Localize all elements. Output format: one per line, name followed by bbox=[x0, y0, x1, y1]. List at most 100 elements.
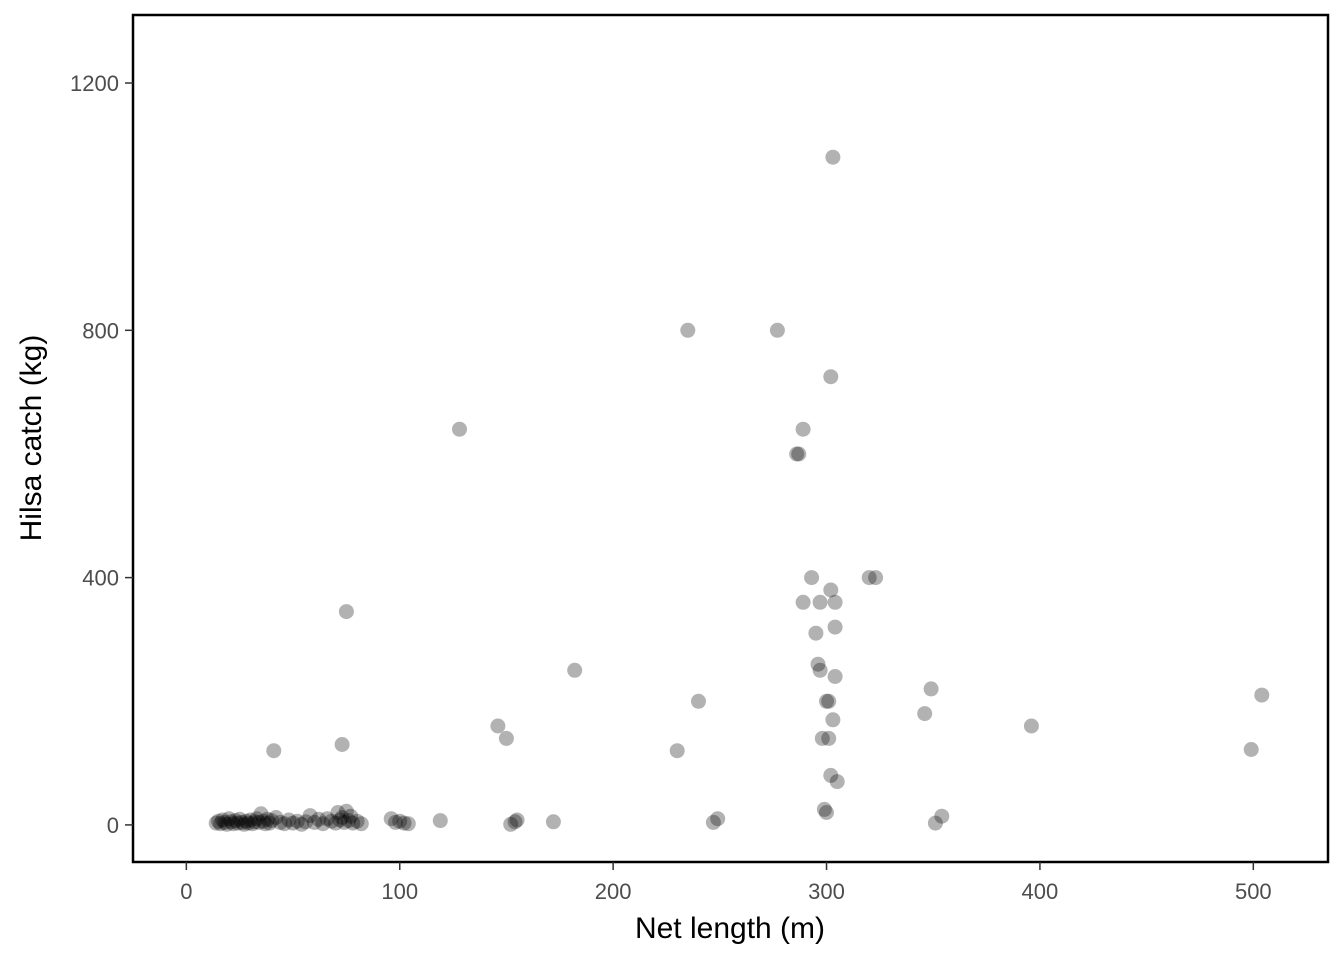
data-point bbox=[264, 813, 280, 829]
data-point bbox=[868, 570, 884, 586]
data-point bbox=[223, 814, 239, 830]
data-point bbox=[691, 693, 706, 709]
data-point bbox=[388, 814, 403, 830]
data-point bbox=[213, 816, 228, 832]
data-point bbox=[302, 808, 318, 824]
data-point bbox=[345, 815, 361, 831]
data-point bbox=[769, 322, 785, 338]
data-point bbox=[705, 814, 721, 830]
data-point bbox=[795, 421, 811, 437]
data-point bbox=[257, 816, 273, 832]
data-point bbox=[1254, 687, 1270, 703]
x-tick-label: 200 bbox=[595, 879, 632, 904]
data-point bbox=[311, 811, 327, 827]
data-point bbox=[232, 811, 248, 827]
data-point bbox=[808, 625, 824, 641]
data-point bbox=[452, 421, 467, 437]
data-point bbox=[829, 774, 845, 790]
data-point bbox=[710, 811, 726, 827]
y-axis-title: Hilsa catch (kg) bbox=[15, 335, 48, 542]
x-axis-title: Net length (m) bbox=[635, 912, 825, 945]
data-point bbox=[680, 322, 696, 338]
data-point bbox=[306, 814, 322, 830]
data-point bbox=[259, 811, 275, 827]
data-point bbox=[251, 814, 267, 830]
data-point bbox=[810, 656, 826, 672]
data-point bbox=[823, 582, 839, 598]
data-point bbox=[253, 806, 269, 822]
data-point bbox=[1023, 718, 1039, 734]
plot-panel-background bbox=[133, 15, 1328, 862]
data-point bbox=[255, 813, 271, 829]
data-point bbox=[819, 805, 834, 820]
x-axis: 0 100 200 300 400 500 bbox=[180, 862, 1272, 904]
data-point bbox=[281, 812, 297, 828]
data-point bbox=[227, 813, 243, 829]
data-point bbox=[338, 604, 354, 620]
data-point bbox=[324, 813, 339, 829]
data-point bbox=[336, 814, 352, 830]
data-point bbox=[821, 730, 837, 746]
data-point bbox=[503, 816, 519, 832]
data-point bbox=[490, 718, 506, 734]
y-tick-label: 400 bbox=[82, 566, 119, 591]
data-point bbox=[268, 810, 284, 825]
data-point bbox=[823, 767, 839, 783]
data-point bbox=[432, 813, 448, 829]
data-point bbox=[332, 812, 348, 828]
data-point bbox=[328, 815, 344, 831]
data-point bbox=[277, 816, 292, 832]
data-point bbox=[396, 815, 412, 831]
x-tick-label: 100 bbox=[381, 879, 418, 904]
data-point bbox=[219, 816, 235, 832]
data-point bbox=[795, 594, 811, 610]
data-point bbox=[245, 816, 260, 832]
data-point bbox=[208, 815, 224, 831]
data-point bbox=[353, 816, 369, 832]
data-point bbox=[343, 808, 359, 824]
data-point bbox=[330, 805, 346, 820]
x-tick-label: 400 bbox=[1022, 879, 1059, 904]
data-point bbox=[791, 446, 807, 462]
data-point bbox=[240, 815, 256, 831]
data-point bbox=[334, 810, 350, 825]
data-point bbox=[221, 811, 237, 827]
data-point bbox=[242, 812, 258, 828]
data-point bbox=[289, 813, 305, 829]
data-point bbox=[1243, 742, 1259, 757]
data-point bbox=[827, 669, 843, 684]
data-point bbox=[266, 743, 282, 759]
plot-panel-border bbox=[131, 13, 1330, 864]
data-point bbox=[861, 570, 877, 586]
data-point bbox=[294, 816, 310, 832]
data-point bbox=[349, 813, 365, 829]
data-point bbox=[669, 743, 685, 759]
data-point bbox=[238, 813, 254, 829]
data-point bbox=[819, 693, 834, 709]
data-point bbox=[400, 816, 416, 832]
data-point bbox=[825, 149, 841, 165]
data-point bbox=[509, 812, 525, 828]
data-point bbox=[236, 816, 252, 832]
data-point bbox=[545, 814, 561, 830]
data-point bbox=[249, 811, 265, 827]
data-point bbox=[319, 811, 335, 827]
data-point bbox=[298, 814, 314, 830]
data-point bbox=[816, 801, 832, 817]
data-point bbox=[392, 813, 408, 829]
data-point bbox=[285, 815, 301, 831]
x-tick-label: 0 bbox=[180, 879, 192, 904]
y-axis: 0 400 800 1200 bbox=[70, 71, 133, 838]
data-point bbox=[215, 812, 231, 828]
data-point bbox=[814, 730, 830, 746]
data-point bbox=[210, 813, 226, 829]
data-point bbox=[789, 446, 805, 462]
data-point bbox=[225, 816, 241, 832]
y-tick-label: 0 bbox=[107, 813, 119, 838]
data-point bbox=[262, 815, 278, 831]
data-point bbox=[338, 803, 354, 819]
data-point bbox=[334, 737, 350, 752]
data-point bbox=[821, 693, 837, 709]
data-point bbox=[217, 814, 233, 830]
